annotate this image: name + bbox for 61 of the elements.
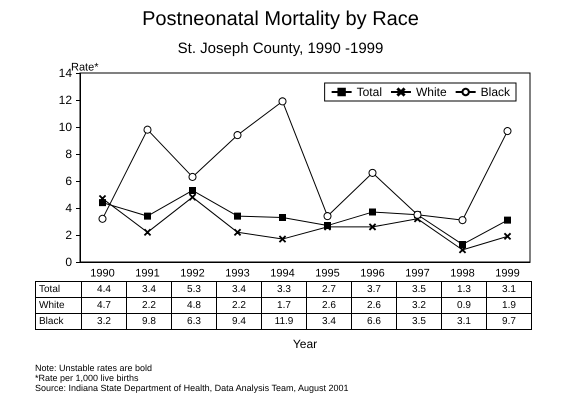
data-label: 6.6 [352,314,396,330]
source-note: Source: Indiana State Department of Health, Data Analysis Team, August 2001 [35,383,349,393]
data-label: 2.6 [352,298,396,314]
data-label: 3.2 [82,314,126,330]
y-tick-label: 6 [65,174,72,188]
y-tick-label: 0 [65,255,72,269]
data-label: 4.8 [172,298,216,314]
text: Total [39,284,60,295]
data-label: 2.2 [126,298,172,314]
data-label: 3.4 [306,314,352,330]
x-tick-label: 1996 [360,268,385,280]
legend-label: Black [480,85,511,99]
chart-title: Postneonatal Mortality by Race [142,8,419,30]
data-label: 3.2 [396,298,442,314]
data-label: 3.7 [352,282,396,298]
x-tick-label: 1997 [405,268,430,280]
data-label: 3.5 [396,282,442,298]
data-label: 1.9 [486,298,532,314]
data-label: 5.3 [172,282,216,298]
legend-label: Total [356,85,382,99]
y-tick-label: 12 [58,93,72,107]
x-tick-label: 1999 [495,268,520,280]
y-tick-label: 8 [65,147,72,161]
data-label: 2.2 [216,298,262,314]
x-axis-title: Year [292,337,318,351]
y-tick-label: 14 [58,66,72,80]
data-label: 9.7 [486,314,532,330]
data-label: 3.5 [396,314,442,330]
chart-subtitle: St. Joseph County, 1990 -1999 [178,40,384,57]
x-tick-label: 1991 [135,268,160,280]
y-tick-label: 4 [65,201,72,215]
text: Black [39,316,64,327]
data-label: 4.7 [82,298,126,314]
x-tick-label: 1995 [315,268,340,280]
data-label: 1.3 [442,282,486,298]
data-label: 2.7 [306,282,352,298]
x-tick-label: 1998 [450,268,475,280]
x-tick-label: 1994 [270,268,295,280]
data-label: 3.1 [442,314,486,330]
data-label: 1.7 [262,298,306,314]
legend-label: White [416,85,447,99]
data-label: 9.8 [126,314,172,330]
data-label: 3.3 [262,282,306,298]
data-label: 6.3 [172,314,216,330]
text: *Rate per 1,000 live births [35,373,140,383]
data-label: 3.4 [216,282,262,298]
data-label: 2.6 [306,298,352,314]
x-tick-label: 1990 [90,268,115,280]
x-tick-label: 1993 [225,268,250,280]
y-axis-title: Rate* [71,62,100,74]
text: White [39,300,65,311]
y-tick-label: 2 [65,228,72,242]
text: Note: Unstable rates are bold [35,363,154,373]
data-label: 9.4 [216,314,262,330]
y-tick-label: 10 [58,120,72,134]
data-label: 11.9 [262,314,306,330]
data-label: 3.1 [486,282,532,298]
data-label: 3.4 [126,282,172,298]
data-label: 0.9 [442,298,486,314]
x-tick-label: 1992 [180,268,205,280]
data-label: 4.4 [82,282,126,298]
